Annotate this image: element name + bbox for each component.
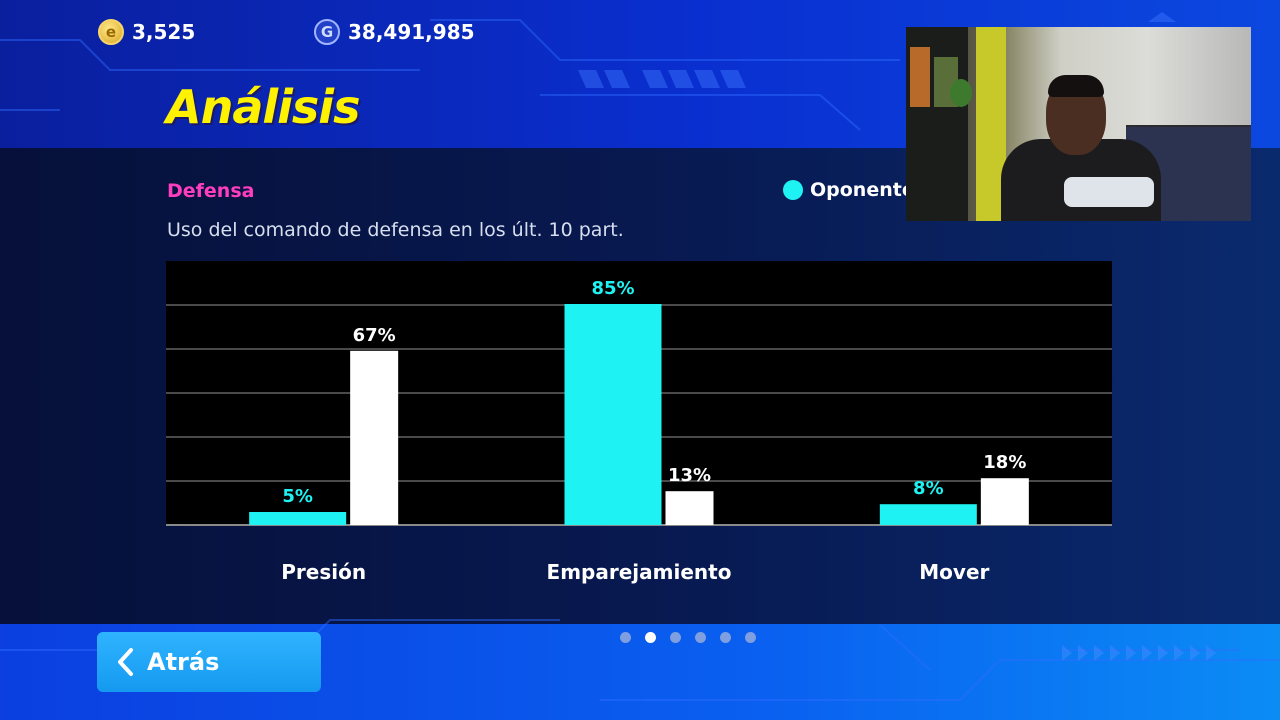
- category-label: Presión: [281, 560, 366, 584]
- e-coin-value: 3,525: [132, 20, 196, 44]
- bar-value-label: 5%: [282, 486, 313, 507]
- defense-bar-chart: 5% 67% Presión 85% 13% Emparejamiento 8% 18% Mov…: [166, 261, 1112, 584]
- bar-value-label: 18%: [983, 452, 1026, 473]
- bar-oponente-1: [564, 304, 662, 525]
- e-coin-balance: e 3,525: [98, 16, 195, 48]
- gp-value: 38,491,985: [348, 20, 475, 44]
- chart-legend: Oponente: [783, 179, 915, 201]
- section-label: Defensa: [167, 180, 255, 202]
- gp-balance: G 38,491,985: [314, 16, 475, 48]
- bar-propio-0: [350, 350, 399, 525]
- e-coin-icon: e: [98, 19, 124, 45]
- bar-value-label: 85%: [591, 278, 634, 299]
- bar-propio-1: [665, 491, 714, 525]
- bar-value-label: 13%: [668, 465, 711, 486]
- page-dot[interactable]: [695, 632, 706, 643]
- section-subtitle: Uso del comando de defensa en los últ. 1…: [167, 219, 624, 241]
- page-indicator: [620, 632, 770, 643]
- back-button-label: Atrás: [147, 648, 220, 676]
- category-label: Mover: [919, 560, 989, 584]
- bar-oponente-2: [879, 504, 977, 525]
- page-dot[interactable]: [670, 632, 681, 643]
- gp-coin-icon: G: [314, 19, 340, 45]
- legend-swatch: [783, 180, 803, 200]
- chevron-left-icon: [118, 648, 133, 676]
- page-title: Análisis: [166, 80, 360, 134]
- bar-oponente-0: [249, 512, 347, 525]
- bar-value-label: 8%: [913, 478, 944, 499]
- bar-value-label: 67%: [353, 325, 396, 346]
- page-dot[interactable]: [645, 632, 656, 643]
- back-button[interactable]: Atrás: [97, 632, 321, 692]
- webcam-overlay: [906, 27, 1251, 221]
- page-dot[interactable]: [720, 632, 731, 643]
- page-dot[interactable]: [745, 632, 756, 643]
- page-dot[interactable]: [620, 632, 631, 643]
- legend-label: Oponente: [810, 179, 915, 201]
- bar-propio-2: [980, 478, 1029, 525]
- category-label: Emparejamiento: [547, 560, 732, 584]
